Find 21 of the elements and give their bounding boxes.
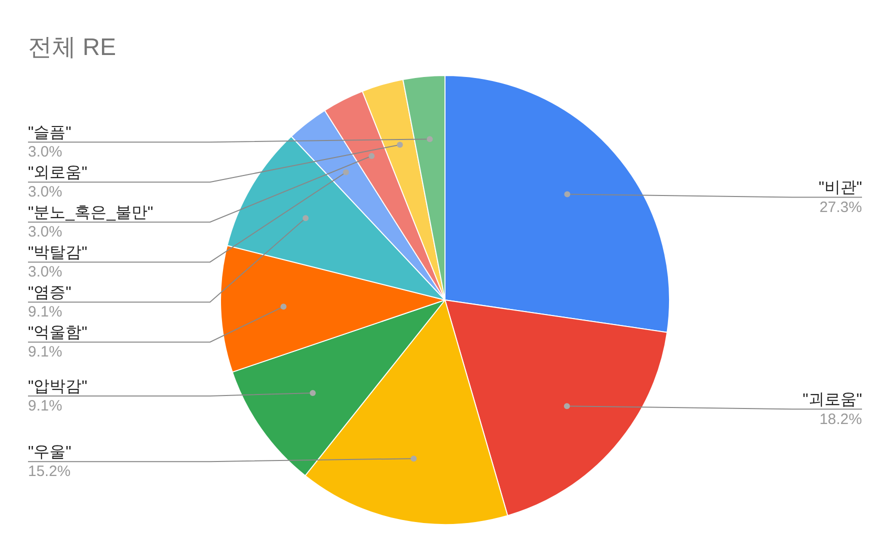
slice-label: "우울" [28,444,72,461]
slice-label: "억울함" [28,324,88,342]
slice-label: "외로움" [28,164,88,182]
slice-label: "염증" [28,284,72,302]
chart-title: 전체 RE [28,34,116,61]
data-label: 9.1% [28,398,62,415]
data-label: 9.1% [28,344,62,361]
data-label: 3.0% [28,224,62,241]
data-label: 3.0% [28,184,62,201]
slice-label: "압박감" [28,378,88,396]
data-label: 3.0% [28,264,62,281]
slice-label: "박탈감" [28,244,88,262]
slice-label: "슬픔" [28,124,72,142]
data-label: 3.0% [28,144,62,161]
slice-label: "분노_혹은_불만" [28,204,154,222]
data-label: 9.1% [28,304,62,321]
data-label: 15.2% [28,463,71,480]
slice-label: "비관" [818,180,862,197]
slice-label: "괴로움" [802,392,862,409]
data-label: 18.2% [819,410,862,428]
data-label: 27.3% [819,198,862,216]
